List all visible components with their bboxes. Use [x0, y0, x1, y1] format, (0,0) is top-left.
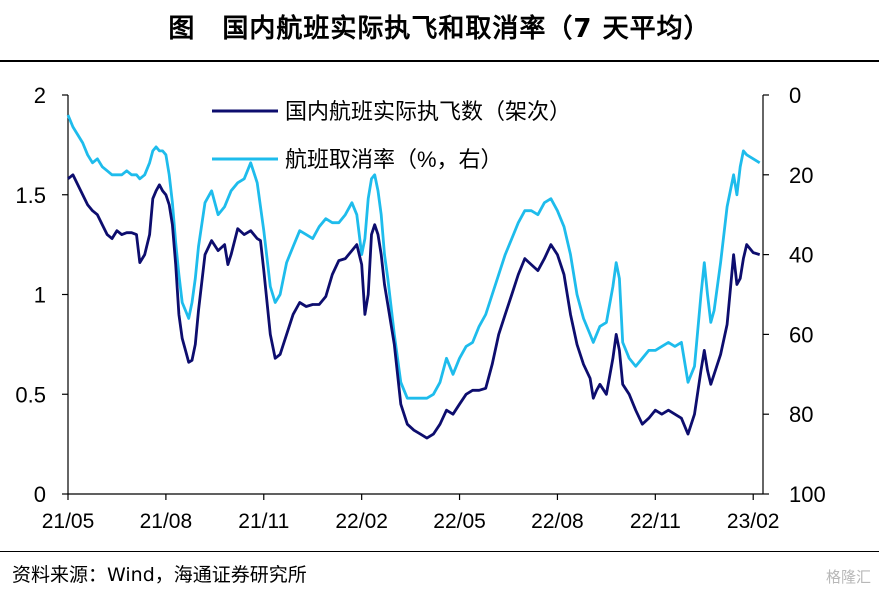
x-tick-label: 22/08	[531, 510, 584, 533]
right-tick-label: 40	[789, 243, 813, 268]
right-tick-label: 80	[789, 402, 813, 427]
legend-label: 航班取消率（%，右）	[285, 147, 503, 172]
series-line-cancellation	[66, 114, 761, 400]
series-line-flights	[67, 173, 761, 440]
right-tick-label: 0	[789, 83, 801, 108]
right-tick-label: 20	[789, 163, 813, 188]
right-tick-label: 60	[789, 322, 813, 347]
x-tick-label: 22/02	[335, 510, 388, 533]
x-tick-label: 22/05	[433, 510, 486, 533]
x-tick-label: 21/11	[238, 510, 289, 533]
right-tick-label: 100	[789, 482, 826, 507]
x-tick-label: 21/05	[42, 510, 95, 533]
watermark-logo: 格隆汇	[825, 568, 871, 586]
chart-title: 图 国内航班实际执飞和取消率（7 天平均）	[168, 14, 711, 44]
left-tick-label: 1.5	[15, 183, 46, 208]
x-tick-label: 22/11	[630, 510, 681, 533]
left-tick-label: 2	[34, 83, 46, 108]
source-note: 资料来源：Wind，海通证券研究所	[12, 564, 307, 586]
series-layer	[66, 114, 761, 440]
x-tick-label: 23/02	[727, 510, 780, 533]
x-tick-label: 21/08	[140, 510, 193, 533]
footer-divider	[0, 551, 879, 552]
left-tick-label: 0	[34, 482, 46, 507]
legend-label: 国内航班实际执飞数（架次）	[285, 99, 571, 124]
left-tick-label: 1	[34, 283, 46, 308]
legend: 国内航班实际执飞数（架次） 航班取消率（%，右）	[212, 99, 571, 172]
left-tick-label: 0.5	[15, 382, 46, 407]
title-divider	[0, 60, 879, 62]
